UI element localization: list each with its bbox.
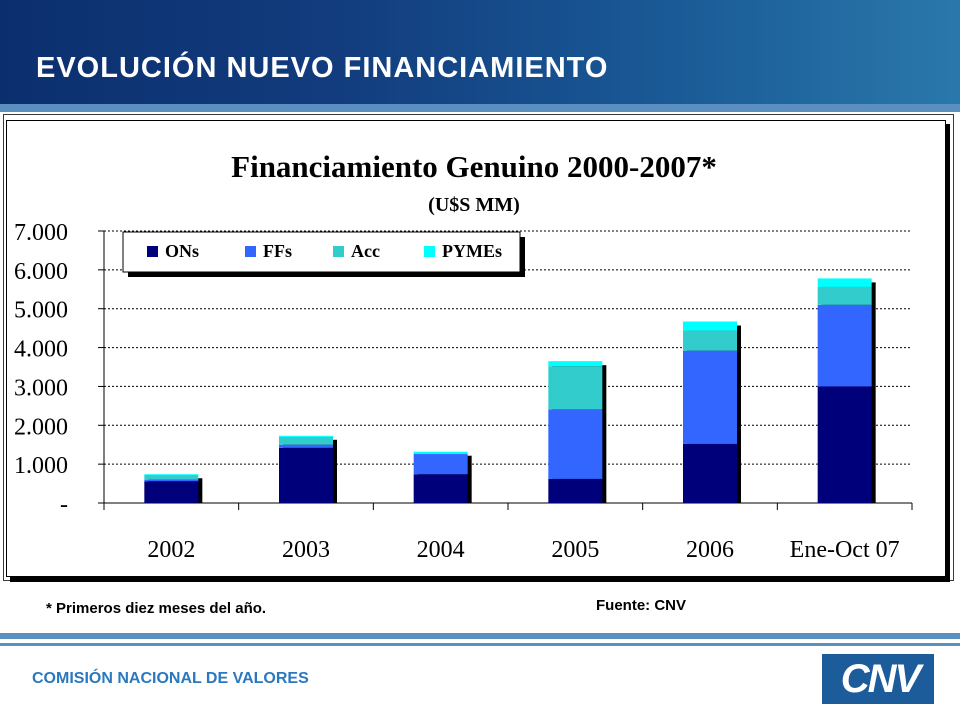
axes [98,230,913,510]
bar-acc [144,475,199,480]
bar-acc [817,286,872,305]
bar-ons [144,481,199,503]
bar-acc [548,366,603,410]
footer-organization: COMISIÓN NACIONAL DE VALORES [32,670,309,687]
bar-ons [683,443,737,503]
bar-ffs [548,409,603,479]
source-note: Fuente: CNV [596,597,686,614]
bar-ffs [144,479,199,482]
y-tick-label: 3.000 [14,375,68,401]
legend-label-acc: Acc [351,241,380,261]
bar-pymes [548,361,603,367]
y-tick-label: 2.000 [14,414,68,440]
y-tick-label: 7.000 [14,220,68,246]
bar-pymes [817,278,872,287]
footer-line-thin [0,643,960,646]
y-tick-label: 4.000 [14,337,68,363]
bar-pymes [683,321,737,331]
bar-acc [279,436,333,445]
chart-subtitle: (U$S MM) [428,194,520,216]
bar-pymes [144,474,199,476]
legend-swatch-ons [147,246,158,257]
x-tick-label: 2004 [417,537,465,563]
bar-ffs [683,350,737,444]
legend-label-ons: ONs [165,241,199,261]
y-tick-label: 5.000 [14,298,68,324]
legend-label-ffs: FFs [263,241,292,261]
footer-line [0,633,960,639]
bar-acc [413,453,468,455]
legend-swatch-acc [333,246,344,257]
bar-ons [413,474,468,503]
legend-label-pymes: PYMEs [442,241,502,261]
header-band [0,0,960,104]
bar-ons [817,386,872,503]
legend-box [122,231,521,273]
bar-ffs [817,304,872,387]
bar-ffs [279,444,333,448]
cnv-logo [822,654,934,704]
bar-ffs [413,454,468,475]
footnote: * Primeros diez meses del año. [46,600,267,617]
y-tick-labels: - 1.000 2.000 3.000 4.000 5.000 6.000 7.000 [14,220,68,518]
y-tick-label: 1.000 [14,453,68,479]
chart-title: Financiamiento Genuino 2000-2007* [231,149,717,184]
y-tick-label: 6.000 [14,259,68,285]
legend-swatch-pymes [424,246,435,257]
bars [144,278,876,503]
legend-swatch-ffs [245,246,256,257]
page-title: EVOLUCIÓN NUEVO FINANCIAMIENTO [36,52,609,84]
x-tick-label: 2006 [686,537,734,563]
bar-pymes [279,435,333,437]
bar-ons [548,478,603,503]
bar-acc [683,330,737,351]
x-tick-label: 2003 [282,537,330,563]
bar-ons [279,447,333,503]
y-tick-label: - [60,492,68,518]
x-tick-label: 2002 [147,537,195,563]
cnv-logo-text: CNV [840,657,921,701]
header-strip [0,104,960,112]
x-tick-label: Ene-Oct 07 [790,537,900,563]
legend: ONs FFs Acc PYMEs [122,231,525,277]
x-tick-labels: 2002 2003 2004 2005 2006 Ene-Oct 07 [147,537,899,563]
x-tick-label: 2005 [551,537,599,563]
bar-pymes [413,451,468,454]
